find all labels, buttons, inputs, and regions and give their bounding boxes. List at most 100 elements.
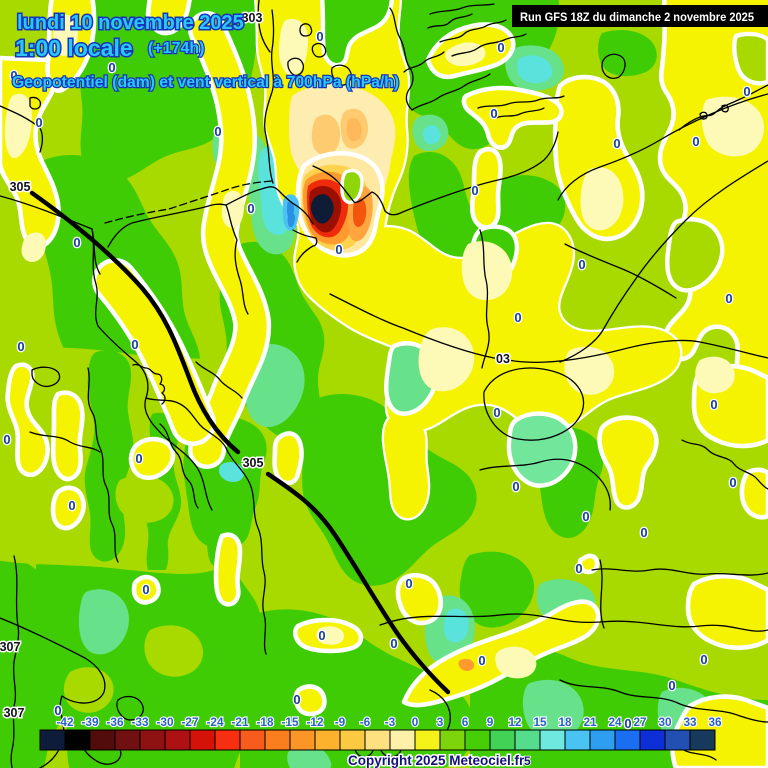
svg-text:3: 3: [437, 715, 444, 729]
svg-text:15: 15: [533, 715, 547, 729]
svg-text:-15: -15: [281, 715, 298, 729]
svg-text:0: 0: [700, 652, 707, 667]
svg-text:303: 303: [242, 11, 263, 25]
svg-text:-24: -24: [206, 715, 223, 729]
svg-text:6: 6: [462, 715, 469, 729]
svg-text:0: 0: [316, 29, 323, 44]
svg-text:0: 0: [10, 68, 17, 83]
svg-text:9: 9: [487, 715, 494, 729]
svg-text:0: 0: [108, 60, 115, 75]
svg-text:0: 0: [68, 498, 75, 513]
svg-text:Geopotentiel (dam) et vent ver: Geopotentiel (dam) et vent vertical à 70…: [12, 74, 399, 91]
svg-text:1:00 locale: 1:00 locale: [15, 35, 133, 61]
svg-text:0: 0: [578, 257, 585, 272]
svg-text:0: 0: [640, 525, 647, 540]
svg-text:0: 0: [108, 60, 115, 75]
svg-text:-6: -6: [360, 715, 371, 729]
svg-text:0: 0: [613, 136, 620, 151]
svg-text:-27: -27: [181, 715, 198, 729]
svg-text:0: 0: [390, 636, 397, 651]
svg-text:-42: -42: [56, 715, 73, 729]
svg-text:0: 0: [17, 339, 24, 354]
svg-text:0: 0: [624, 716, 631, 731]
svg-text:0: 0: [247, 201, 254, 216]
svg-text:0: 0: [514, 310, 521, 325]
svg-text:0: 0: [3, 432, 10, 447]
svg-text:-42: -42: [56, 715, 73, 729]
svg-text:30: 30: [658, 715, 672, 729]
svg-text:-15: -15: [281, 715, 298, 729]
svg-text:0: 0: [478, 653, 485, 668]
svg-text:lundi 10 novembre 2025: lundi 10 novembre 2025: [17, 12, 244, 34]
svg-text:-3: -3: [385, 715, 396, 729]
svg-text:0: 0: [17, 339, 24, 354]
svg-text:0: 0: [3, 432, 10, 447]
svg-text:305: 305: [10, 180, 31, 194]
svg-text:0: 0: [512, 479, 519, 494]
svg-text:0: 0: [490, 106, 497, 121]
svg-text:0: 0: [135, 451, 142, 466]
svg-text:0: 0: [35, 115, 42, 130]
svg-text:0: 0: [493, 405, 500, 420]
svg-text:0: 0: [412, 715, 419, 729]
svg-text:30: 30: [658, 715, 672, 729]
svg-text:0: 0: [700, 652, 707, 667]
svg-text:0: 0: [692, 134, 699, 149]
svg-text:18: 18: [558, 715, 572, 729]
svg-text:0: 0: [490, 106, 497, 121]
svg-text:0: 0: [214, 124, 221, 139]
svg-text:21: 21: [583, 715, 597, 729]
svg-text:0: 0: [54, 703, 61, 718]
svg-text:0: 0: [405, 576, 412, 591]
svg-text:03: 03: [496, 352, 510, 366]
svg-text:-27: -27: [181, 715, 198, 729]
svg-text:0: 0: [582, 509, 589, 524]
svg-text:27: 27: [633, 715, 647, 729]
svg-text:Run GFS 18Z du dimanche 2 nove: Run GFS 18Z du dimanche 2 novembre 2025: [520, 10, 754, 24]
svg-text:0: 0: [743, 84, 750, 99]
svg-text:24: 24: [608, 715, 622, 729]
svg-text:307: 307: [4, 706, 25, 720]
svg-text:0: 0: [575, 561, 582, 576]
svg-text:24: 24: [608, 715, 622, 729]
svg-text:0: 0: [729, 475, 736, 490]
svg-text:0: 0: [729, 475, 736, 490]
svg-text:15: 15: [533, 715, 547, 729]
svg-text:0: 0: [293, 692, 300, 707]
svg-text:-36: -36: [106, 715, 123, 729]
svg-text:0: 0: [710, 397, 717, 412]
svg-text:0: 0: [582, 509, 589, 524]
svg-text:0: 0: [624, 716, 631, 731]
svg-text:0: 0: [412, 715, 419, 729]
svg-text:0: 0: [73, 235, 80, 250]
svg-text:307: 307: [4, 706, 25, 720]
svg-text:-18: -18: [256, 715, 273, 729]
svg-text:-33: -33: [131, 715, 148, 729]
svg-text:0: 0: [131, 337, 138, 352]
svg-text:0: 0: [497, 40, 504, 55]
svg-text:33: 33: [683, 715, 697, 729]
svg-text:-33: -33: [131, 715, 148, 729]
svg-text:0: 0: [54, 703, 61, 718]
svg-text:0: 0: [478, 653, 485, 668]
svg-text:0: 0: [131, 337, 138, 352]
svg-text:0: 0: [725, 291, 732, 306]
svg-text:27: 27: [633, 715, 647, 729]
svg-text:305: 305: [243, 456, 264, 470]
svg-text:0: 0: [316, 29, 323, 44]
svg-text:18: 18: [558, 715, 572, 729]
svg-text:9: 9: [487, 715, 494, 729]
svg-text:0: 0: [512, 479, 519, 494]
svg-text:0: 0: [247, 201, 254, 216]
svg-text:Copyright 2025 Meteociel.fr: Copyright 2025 Meteociel.fr: [348, 753, 525, 768]
svg-text:0: 0: [35, 115, 42, 130]
svg-text:0: 0: [575, 561, 582, 576]
svg-text:0: 0: [318, 628, 325, 643]
svg-text:03: 03: [496, 352, 510, 366]
svg-text:303: 303: [242, 11, 263, 25]
svg-text:0: 0: [405, 576, 412, 591]
svg-text:-21: -21: [231, 715, 248, 729]
svg-text:-9: -9: [335, 715, 346, 729]
svg-text:305: 305: [243, 456, 264, 470]
svg-text:0: 0: [640, 525, 647, 540]
